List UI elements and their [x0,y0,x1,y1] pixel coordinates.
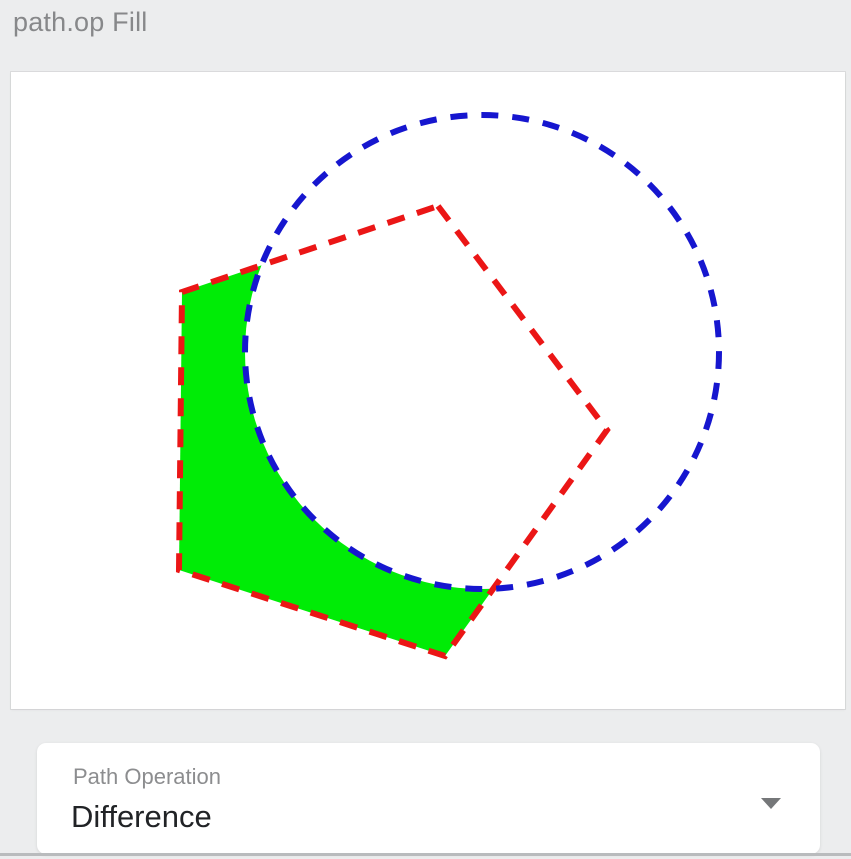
page-title: path.op Fill [13,7,148,37]
path-operation-select[interactable]: Path Operation Difference [37,743,820,854]
bottom-divider [0,853,851,856]
path-op-drawing [175,112,722,660]
path-operation-value: Difference [71,799,212,834]
path-op-canvas-card[interactable] [11,72,845,709]
circle-dashed-outline [242,112,722,592]
pentagon-dashed-outline [175,202,611,660]
chevron-down-icon[interactable] [761,798,781,809]
path-operation-label: Path Operation [73,764,221,789]
